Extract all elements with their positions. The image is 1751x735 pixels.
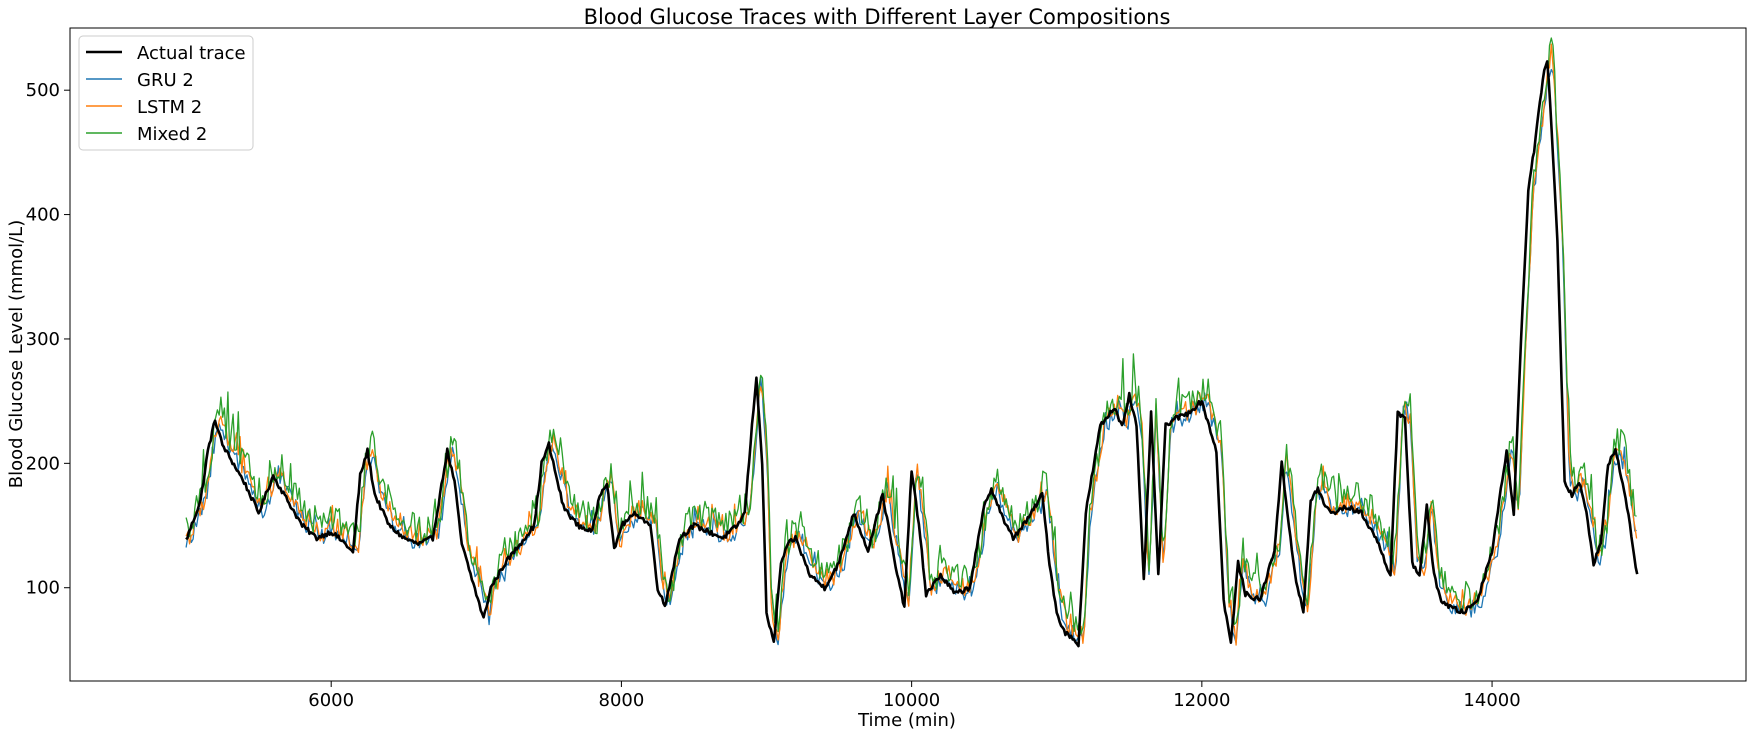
legend-box [78, 35, 254, 151]
x-axis-label: Time (min) [857, 710, 956, 731]
x-tick-label-10000: 10000 [883, 690, 940, 711]
series-line-actual-trace [185, 60, 1639, 648]
plot-lines [185, 37, 1639, 648]
y-tick-label-300: 300 [26, 329, 60, 350]
legend-label-lstm-2: LSTM 2 [137, 97, 202, 118]
y-tick-label-200: 200 [26, 453, 60, 474]
y-tick-label-400: 400 [26, 205, 60, 226]
legend-label-mixed-2: Mixed 2 [137, 124, 207, 145]
legend-label-actual-trace: Actual trace [137, 43, 246, 64]
plot-frame [69, 27, 1747, 682]
y-tick-label-500: 500 [26, 80, 60, 101]
x-tick-label-6000: 6000 [308, 690, 354, 711]
y-tick-label-100: 100 [26, 578, 60, 599]
series-line-mixed-2 [185, 37, 1637, 635]
y-axis-ticks: 100 200 300 400 500 [26, 80, 70, 599]
legend-label-gru-2: GRU 2 [137, 70, 194, 91]
x-tick-label-14000: 14000 [1463, 690, 1520, 711]
legend: Actual trace GRU 2 LSTM 2 Mixed 2 [78, 35, 254, 151]
y-axis-label: Blood Glucose Level (mmol/L) [6, 220, 27, 488]
x-tick-label-8000: 8000 [599, 690, 645, 711]
x-axis-ticks: 6000 8000 10000 12000 14000 [308, 681, 1521, 711]
chart-title: Blood Glucose Traces with Different Laye… [584, 5, 1171, 29]
x-tick-label-12000: 12000 [1173, 690, 1230, 711]
